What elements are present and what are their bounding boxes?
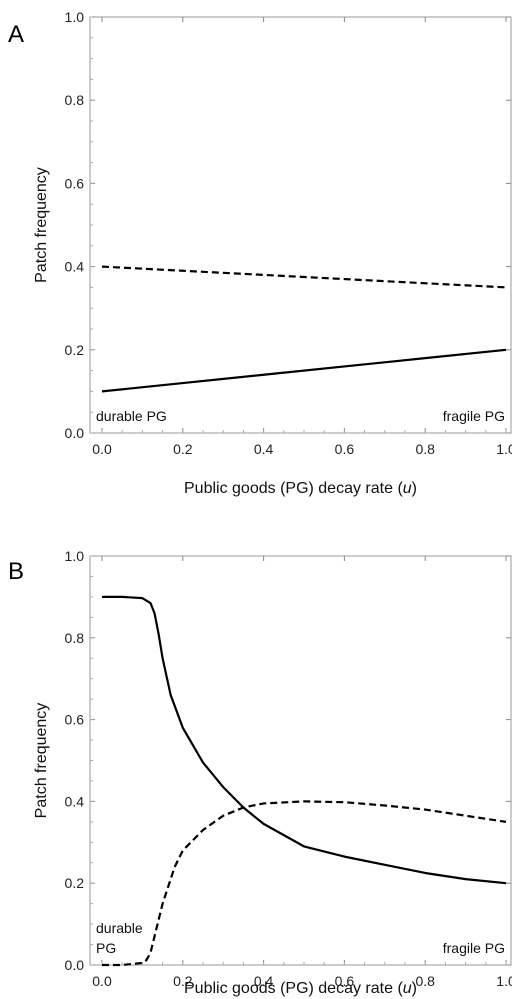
- x-axis-title-end: ): [412, 480, 417, 497]
- panel-a: A 0.0 0.2 0.4 0.6 0.8 1.0 0.0 0.2 0.4 0.6 0.8 1.0 Pat…: [8, 9, 512, 497]
- x-tick-label: 0.6: [335, 441, 355, 457]
- x-tick-label: 0.6: [335, 973, 355, 989]
- panel-letter: B: [8, 558, 24, 585]
- annotation-durable: durable: [96, 920, 143, 936]
- x-tick-label: 0.0: [92, 441, 112, 457]
- y-tick-label: 0.6: [65, 175, 85, 191]
- y-tick-label: 0.8: [65, 630, 85, 646]
- solid-series-line: [102, 595, 507, 885]
- annotation-fragile: fragile PG: [443, 408, 505, 424]
- x-axis-title-end: ): [412, 980, 417, 997]
- x-tick-label: 1.0: [496, 973, 512, 989]
- y-tick-label: 1.0: [65, 9, 85, 25]
- plot-frame: [89, 555, 512, 966]
- annotation-fragile: fragile PG: [443, 940, 505, 956]
- y-tick-label: 0.6: [65, 712, 85, 728]
- x-axis-title: Public goods (PG) decay rate (u): [184, 980, 417, 997]
- solid-series-line: [101, 348, 507, 393]
- y-tick-label: 0.2: [65, 342, 85, 358]
- annotation-durable: PG: [96, 940, 116, 956]
- x-axis-title: Public goods (PG) decay rate (u): [184, 480, 417, 497]
- y-tick-label: 0.4: [65, 259, 85, 275]
- annotation-durable: durable PG: [96, 408, 167, 424]
- y-axis-title: Patch frequency: [33, 167, 50, 283]
- y-tick-label: 0.0: [65, 957, 85, 973]
- panel-b: B 0.0 0.2 0.4 0.6 0.8 1.0 0.0 0.2 0.4 0.6 0.8 1.0 Pat…: [8, 548, 512, 997]
- y-axis-title: Patch frequency: [33, 703, 50, 819]
- y-tick-label: 0.4: [65, 793, 85, 809]
- x-axis-title-main: Public goods (PG) decay rate (: [184, 980, 403, 997]
- x-tick-label: 0.4: [254, 973, 274, 989]
- x-tick-label: 0.2: [173, 973, 193, 989]
- x-axis-title-variable: u: [403, 480, 412, 497]
- panel-letter: A: [8, 21, 24, 48]
- dashed-series-line: [102, 800, 507, 967]
- y-tick-label: 0.8: [65, 92, 85, 108]
- x-tick-label: 0.4: [254, 441, 274, 457]
- x-axis-title-main: Public goods (PG) decay rate (: [184, 480, 403, 497]
- x-tick-label: 0.8: [415, 973, 435, 989]
- x-tick-label: 0.0: [92, 973, 112, 989]
- dashed-series-line: [101, 265, 507, 289]
- x-tick-label: 0.8: [415, 441, 435, 457]
- x-tick-label: 1.0: [496, 441, 512, 457]
- y-tick-label: 0.2: [65, 875, 85, 891]
- x-tick-label: 0.2: [173, 441, 193, 457]
- x-axis-title-variable: u: [403, 980, 412, 997]
- y-tick-label: 0.0: [65, 425, 85, 441]
- y-tick-label: 1.0: [65, 548, 85, 564]
